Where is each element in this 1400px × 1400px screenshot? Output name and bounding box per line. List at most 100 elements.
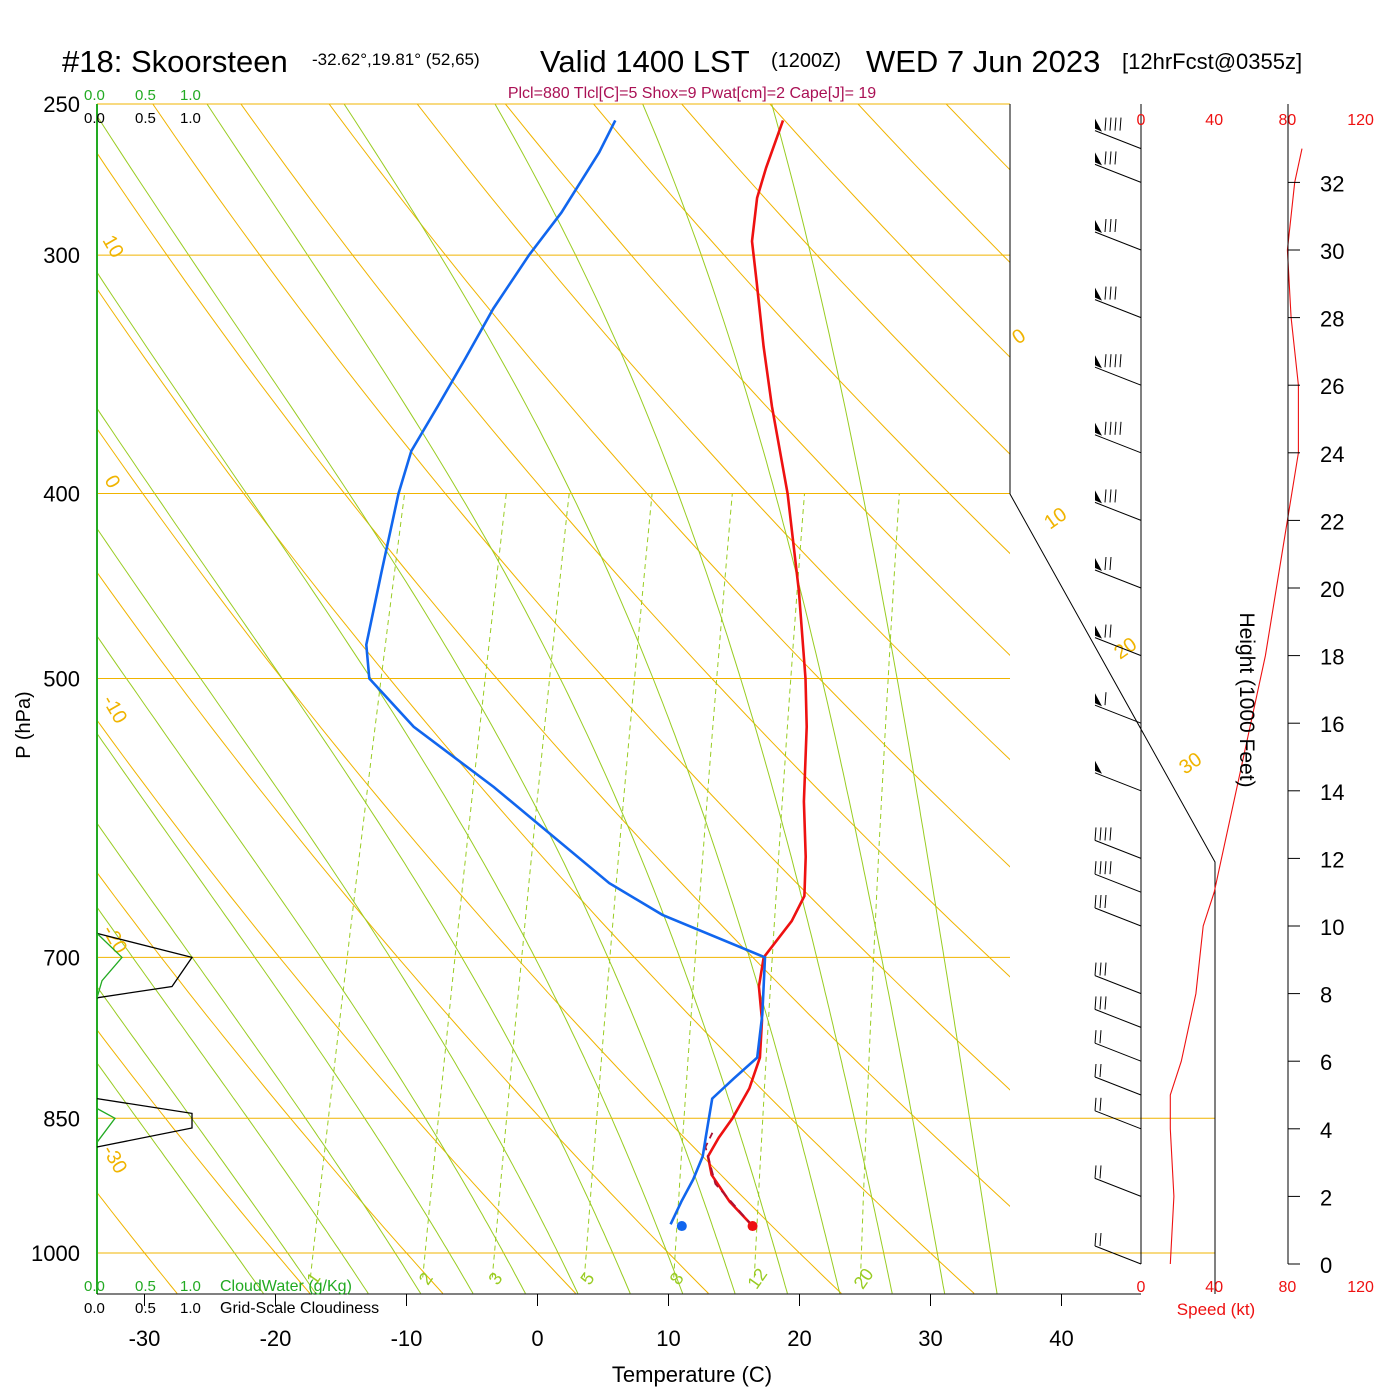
x-tick-label: 20: [787, 1326, 811, 1351]
wind-barb-staff: [1094, 501, 1142, 521]
wind-barb-pennant: [1095, 118, 1102, 132]
wind-barb-feather: [1119, 354, 1122, 368]
wind-barbs: [1094, 117, 1142, 1265]
cloudiness-top-tick: 0.0: [84, 110, 105, 127]
moist-adiabat-line: [97, 271, 684, 1294]
wind-barb-staff: [1094, 839, 1142, 859]
y-axis-label: P (hPa): [13, 691, 35, 758]
height-tick-label: 2: [1320, 1185, 1332, 1210]
wind-barb-feather: [1109, 286, 1112, 300]
cloudwater-bottom-tick: 0.5: [135, 1278, 156, 1295]
wind-barb-feather: [1099, 1165, 1102, 1179]
wind-barb-feather: [1094, 861, 1097, 875]
wind-barb-feather: [1109, 556, 1112, 571]
dry-adiabat-line: [769, 104, 1010, 358]
wind-barb-feather: [1094, 1030, 1097, 1044]
forecast-label: [12hrFcst@0355z]: [1122, 49, 1302, 74]
wind-barb-feather: [1099, 1097, 1102, 1111]
wind-barb-feather: [1109, 218, 1112, 233]
dry-adiabat-line: [592, 104, 1010, 555]
wind-barb-feather: [1094, 1097, 1097, 1111]
moist-adiabat-line: [97, 906, 369, 1294]
wind-barb-feather: [1099, 894, 1102, 909]
height-tick-label: 8: [1320, 983, 1332, 1008]
pressure-label: 700: [43, 945, 80, 970]
pressure-label: 850: [43, 1106, 80, 1131]
wind-barb-feather: [1104, 692, 1107, 706]
wind-barb-feather: [1119, 421, 1122, 435]
mixing-ratio-label: 12: [743, 1265, 771, 1293]
dry-adiabat-label: 10: [1040, 503, 1071, 534]
wind-barb-feather: [1094, 827, 1097, 841]
mixing-ratio-lines: [309, 493, 900, 1278]
wind-barb-feather: [1109, 489, 1112, 503]
dry-adiabat-line: [97, 1029, 311, 1294]
wind-barb-pennant: [1095, 625, 1102, 639]
x-axis-label: Temperature (C): [612, 1362, 772, 1387]
wind-barb-pennant: [1095, 287, 1102, 301]
cloudiness-bottom-tick: 0.0: [84, 1300, 105, 1317]
dry-adiabat-line: [97, 719, 576, 1294]
dry-adiabat-line: [97, 152, 1010, 1207]
wind-barb-feather: [1109, 117, 1112, 131]
wind-barb-feather: [1109, 421, 1112, 435]
surface-dewpoint-marker: [676, 1221, 687, 1232]
wind-barb-feather: [1099, 827, 1102, 841]
wind-barb-feather: [1109, 861, 1112, 875]
dry-adiabat-line: [97, 288, 975, 1294]
wind-barb-staff: [1094, 1177, 1142, 1197]
moist-adiabats: [97, 104, 998, 1294]
surface-temperature-marker: [747, 1221, 758, 1232]
speed-axis-label: Speed (kt): [1177, 1300, 1255, 1319]
moist-adiabat-line: [97, 407, 631, 1294]
pressure-label: 1000: [31, 1241, 80, 1266]
moist-adiabat-line: [97, 635, 526, 1294]
height-tick-label: 26: [1320, 374, 1344, 399]
mixing-ratio-label: 2: [415, 1269, 437, 1289]
wind-barb-pennant: [1095, 693, 1102, 707]
cloudiness-label: Grid-Scale Cloudiness: [220, 1300, 379, 1317]
temperature-line: [706, 119, 809, 1227]
pressure-label: 250: [43, 92, 80, 117]
wind-barb-staff: [1094, 907, 1142, 927]
wind-barb-pennant: [1095, 490, 1102, 504]
wind-barb-pennant: [1095, 152, 1102, 166]
x-tick-label: -30: [129, 1326, 161, 1351]
wind-barb-feather: [1114, 151, 1117, 165]
wind-barb-feather: [1104, 962, 1107, 976]
wind-barb-feather: [1114, 354, 1117, 368]
dry-adiabat-line: [857, 104, 1010, 264]
cloudwater-profile: [96, 1107, 116, 1143]
height-tick-label: 16: [1320, 712, 1344, 737]
wind-barb-pennant: [1095, 558, 1102, 571]
wind-barb-feather: [1099, 1030, 1102, 1044]
wind-barb-feather: [1109, 827, 1112, 841]
wind-barb-staff: [1094, 299, 1142, 319]
speed-tick-label: 40: [1205, 112, 1223, 129]
pressure-axis: 250 300 400 500 700 850 1000: [31, 92, 80, 1266]
dry-adiabat-label: 0: [100, 472, 125, 493]
moist-adiabat-line: [97, 732, 474, 1294]
wind-barb-feather: [1094, 1232, 1097, 1247]
wind-barb-staff: [1094, 975, 1142, 995]
wind-barb-feather: [1109, 151, 1112, 165]
mixing-ratio-line: [753, 493, 805, 1278]
speed-tick-label: 80: [1279, 112, 1297, 129]
moist-adiabat-line: [97, 527, 579, 1294]
mixing-ratio-line: [422, 493, 507, 1278]
valid-time: Valid 1400 LST: [540, 44, 750, 79]
height-tick-label: 20: [1320, 577, 1344, 602]
wind-barb-staff: [1094, 569, 1142, 589]
dry-adiabat-label: 10: [98, 232, 128, 262]
x-tick-label: -20: [260, 1326, 292, 1351]
wind-barb-staff: [1094, 637, 1142, 657]
wind-barb-feather: [1114, 489, 1117, 503]
moist-adiabat-line: [343, 104, 841, 1294]
wind-barb-staff: [1094, 772, 1142, 792]
dry-adiabat-label: 0: [1008, 325, 1030, 349]
moist-adiabat-line: [494, 104, 893, 1294]
speed-tick-label: 80: [1279, 1279, 1297, 1296]
dry-adiabat-label: 30: [1175, 748, 1206, 779]
plot-frame: [96, 104, 1216, 1295]
